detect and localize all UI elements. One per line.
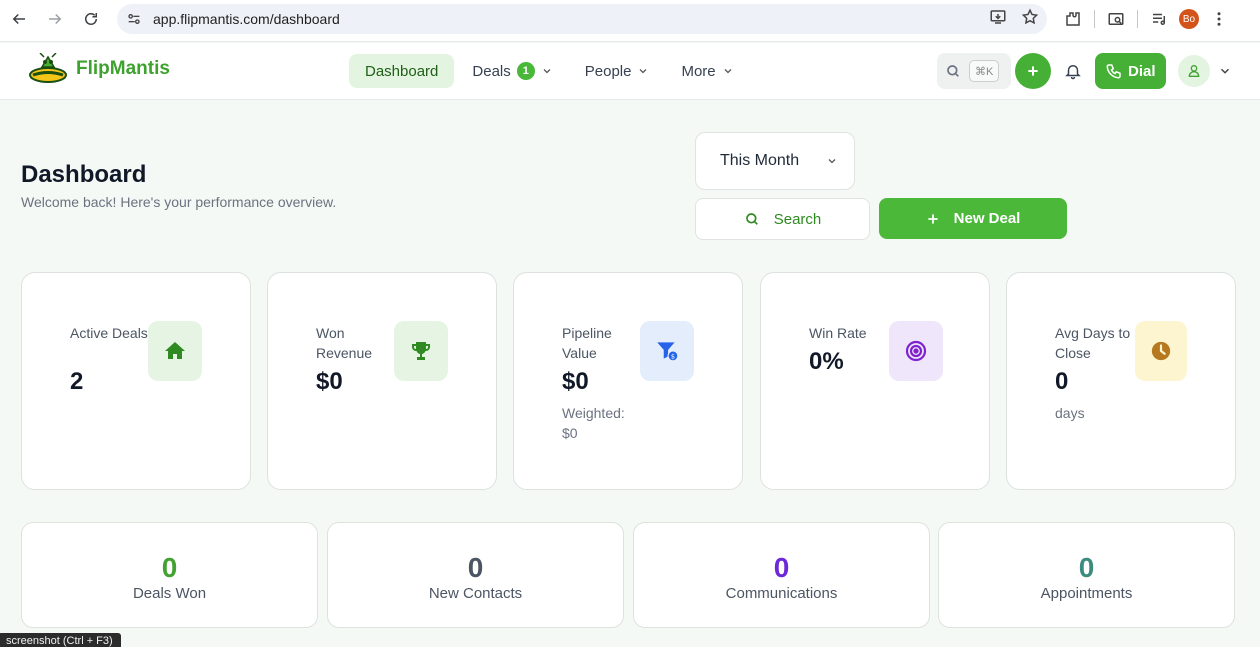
- stat-value: 0: [1055, 368, 1069, 395]
- summary-label: Communications: [725, 585, 838, 602]
- nav-label: Deals: [472, 62, 511, 80]
- chevron-down-icon: [724, 69, 732, 74]
- stat-value: 0%: [809, 348, 844, 375]
- browser-menu-icon[interactable]: [1204, 4, 1234, 34]
- main-nav: Dashboard Deals 1 People More: [349, 54, 750, 88]
- mantis-logo-icon: [28, 52, 70, 85]
- summary-card-deals-won: 0 Deals Won: [21, 522, 318, 628]
- deals-count-badge: 1: [516, 62, 535, 80]
- summary-value: 0: [467, 552, 484, 583]
- chevron-down-icon: [828, 159, 836, 164]
- nav-more[interactable]: More: [665, 54, 749, 88]
- chevron-down-icon: [640, 69, 647, 74]
- toolbar-divider: [1094, 10, 1095, 28]
- page-title: Dashboard: [21, 161, 147, 188]
- target-icon: [889, 321, 943, 381]
- search-icon: [947, 65, 959, 77]
- reload-icon[interactable]: [73, 1, 109, 37]
- stat-sub: days: [1055, 405, 1085, 421]
- chevron-down-icon: [543, 69, 551, 74]
- summary-card-communications: 0 Communications: [633, 522, 930, 628]
- svg-text:$: $: [671, 353, 675, 361]
- address-bar[interactable]: app.flipmantis.com/dashboard: [117, 4, 1047, 34]
- nav-deals[interactable]: Deals 1: [456, 54, 568, 88]
- page-subtitle: Welcome back! Here's your performance ov…: [21, 194, 337, 210]
- funnel-dollar-icon: $: [640, 321, 694, 381]
- stat-card-win-rate: Win Rate 0%: [760, 272, 990, 490]
- nav-label: Dashboard: [365, 62, 439, 80]
- user-avatar[interactable]: [1177, 55, 1210, 87]
- browser-toolbar: app.flipmantis.com/dashboard Bo: [0, 0, 1260, 42]
- notifications-button[interactable]: [1053, 53, 1093, 89]
- quick-add-button[interactable]: [1015, 53, 1051, 89]
- plus-icon: [927, 213, 938, 224]
- user-menu-chevron[interactable]: [1218, 64, 1232, 78]
- stat-label: Won Revenue: [316, 325, 373, 361]
- stat-value: 2: [70, 368, 84, 395]
- phone-icon: [1106, 64, 1121, 79]
- stat-label: Pipeline Value: [562, 325, 612, 361]
- nav-dashboard[interactable]: Dashboard: [349, 54, 455, 88]
- period-value: This Month: [720, 152, 800, 169]
- dial-label: Dial: [1128, 62, 1156, 80]
- summary-value: 0: [1078, 552, 1095, 583]
- dial-button[interactable]: Dial: [1095, 53, 1166, 89]
- trophy-icon: [394, 321, 448, 381]
- stat-value: $0: [562, 368, 589, 395]
- toolbar-divider: [1137, 10, 1138, 28]
- install-app-icon[interactable]: [989, 8, 1007, 31]
- nav-label: People: [584, 62, 632, 80]
- stat-value: $0: [316, 368, 343, 395]
- logo-text: FlipMantis: [76, 58, 170, 79]
- new-deal-label: New Deal: [953, 210, 1021, 227]
- plus-icon: [1028, 66, 1038, 76]
- period-select[interactable]: This Month: [695, 132, 855, 190]
- summary-card-new-contacts: 0 New Contacts: [327, 522, 624, 628]
- nav-label: More: [681, 62, 716, 80]
- chevron-down-icon: [1220, 68, 1229, 74]
- stat-card-active-deals: Active Deals 2: [21, 272, 251, 490]
- stat-label: Win Rate: [809, 325, 867, 341]
- app-header: FlipMantis Dashboard Deals 1 People More…: [0, 43, 1260, 100]
- stat-card-won-revenue: Won Revenue $0: [267, 272, 497, 490]
- global-search[interactable]: ⌘K: [937, 53, 1011, 89]
- summary-value: 0: [161, 552, 178, 583]
- forward-icon[interactable]: [37, 1, 73, 37]
- summary-card-appointments: 0 Appointments: [938, 522, 1235, 628]
- new-deal-button[interactable]: New Deal: [879, 198, 1067, 239]
- summary-label: New Contacts: [428, 585, 523, 602]
- tab-search-icon[interactable]: [1101, 4, 1131, 34]
- summary-label: Deals Won: [132, 585, 207, 602]
- search-shortcut: ⌘K: [969, 60, 1000, 82]
- bookmark-star-icon[interactable]: [1021, 8, 1039, 31]
- search-icon: [745, 213, 758, 225]
- media-controls-icon[interactable]: [1144, 4, 1174, 34]
- stat-label: Avg Days to Close: [1055, 325, 1131, 361]
- stat-card-avg-days: Avg Days to Close 0 days: [1006, 272, 1236, 490]
- summary-value: 0: [773, 552, 790, 583]
- extensions-icon[interactable]: [1058, 4, 1088, 34]
- summary-label: Appointments: [1040, 585, 1133, 602]
- back-icon[interactable]: [1, 1, 37, 37]
- profile-initials: Bo: [1179, 9, 1199, 29]
- site-settings-icon[interactable]: [119, 4, 149, 34]
- url-text[interactable]: app.flipmantis.com/dashboard: [153, 11, 340, 27]
- home-icon: [148, 321, 202, 381]
- clock-icon: [1135, 321, 1187, 381]
- bell-icon: [1065, 65, 1081, 80]
- stat-sub: Weighted: $0: [562, 405, 625, 441]
- nav-people[interactable]: People: [569, 54, 666, 88]
- stat-label: Active Deals: [70, 325, 148, 341]
- profile-avatar[interactable]: Bo: [1174, 4, 1204, 34]
- logo[interactable]: FlipMantis: [28, 52, 170, 85]
- tooltip: screenshot (Ctrl + F3): [0, 633, 121, 647]
- stat-card-pipeline-value: Pipeline Value $0 Weighted: $0 $: [513, 272, 743, 490]
- user-icon: [1188, 65, 1199, 77]
- search-button-label: Search: [773, 210, 822, 228]
- search-button[interactable]: Search: [695, 198, 870, 240]
